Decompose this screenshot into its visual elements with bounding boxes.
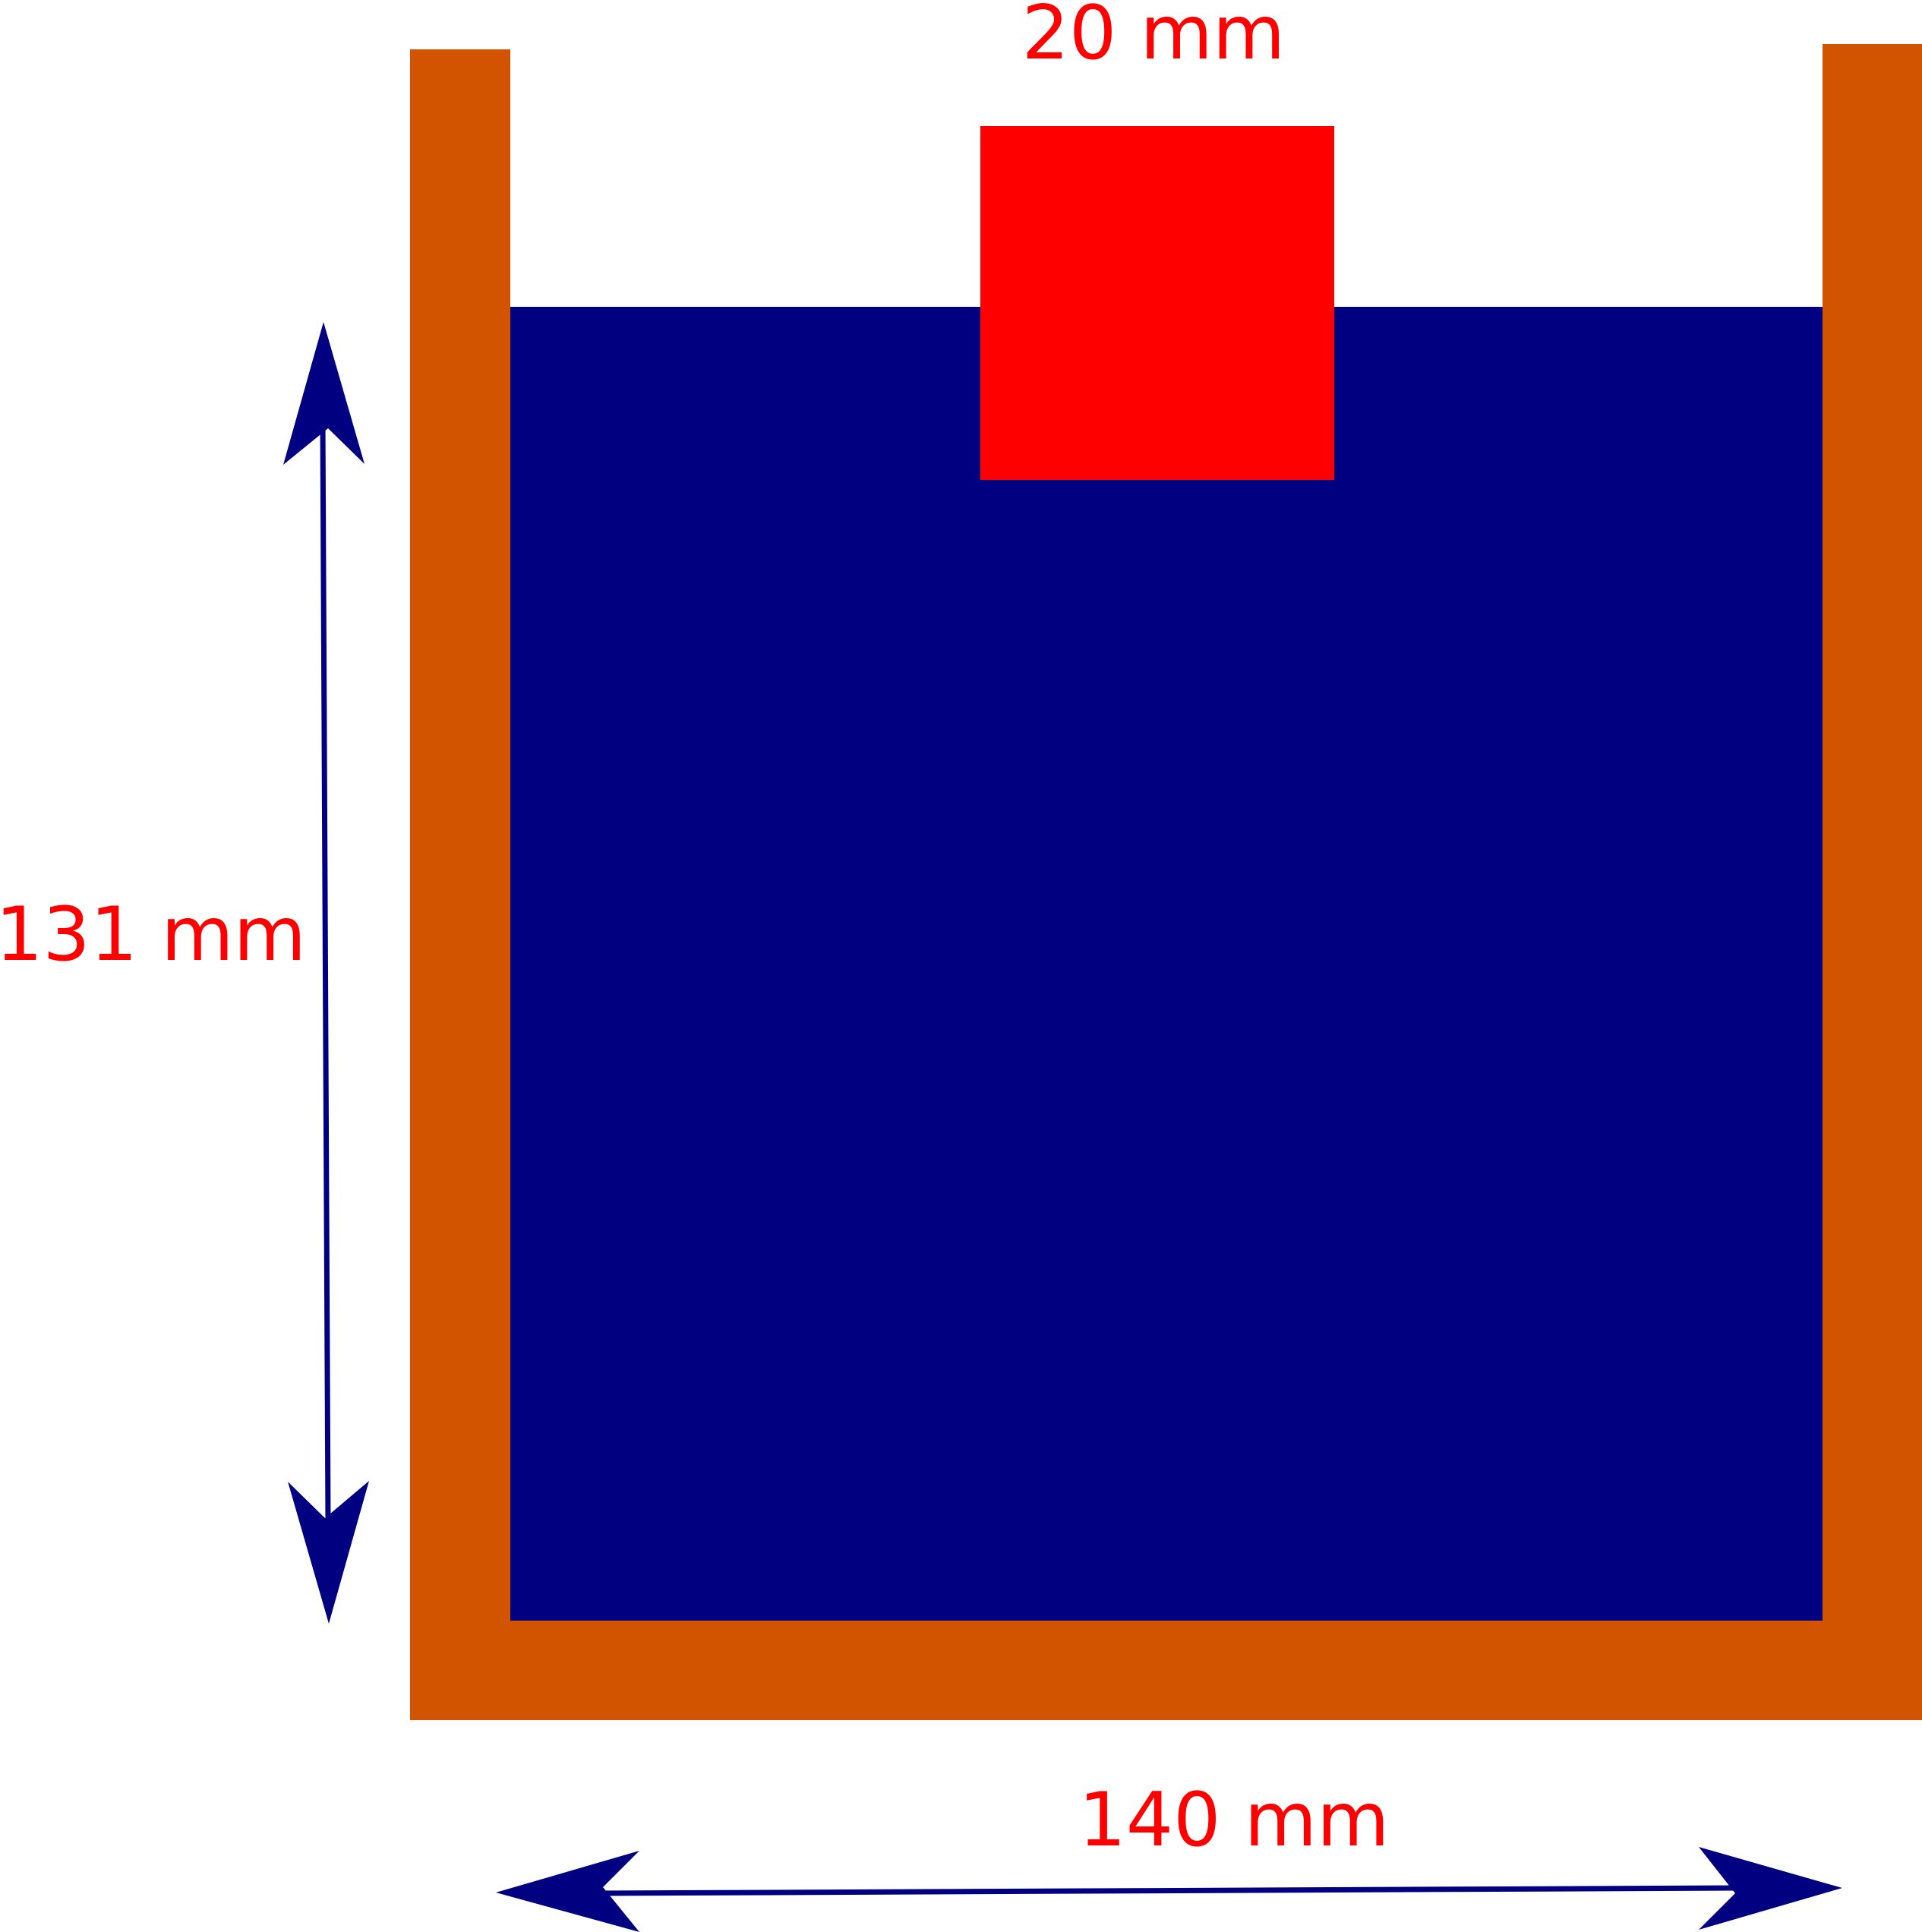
- height-dimension-arrow: [283, 322, 369, 1624]
- width-dimension-arrow: [496, 1847, 1842, 1932]
- liquid: [510, 307, 1823, 1621]
- top-width-label: 20 mm: [1022, 0, 1286, 77]
- container-left-wall: [410, 49, 510, 1720]
- bottom-width-label: 140 mm: [1078, 1777, 1389, 1864]
- container-right-wall: [1823, 44, 1922, 1720]
- container-bottom: [410, 1621, 1922, 1720]
- arrowhead-left-icon: [496, 1851, 639, 1932]
- arrowhead-up-icon: [283, 322, 365, 465]
- arrowhead-down-icon: [288, 1481, 369, 1624]
- floating-block: [980, 126, 1334, 480]
- height-arrow-shaft: [320, 421, 331, 1523]
- arrowhead-right-icon: [1699, 1847, 1842, 1930]
- width-arrow-shaft: [599, 1885, 1740, 1896]
- height-label: 131 mm: [0, 892, 306, 978]
